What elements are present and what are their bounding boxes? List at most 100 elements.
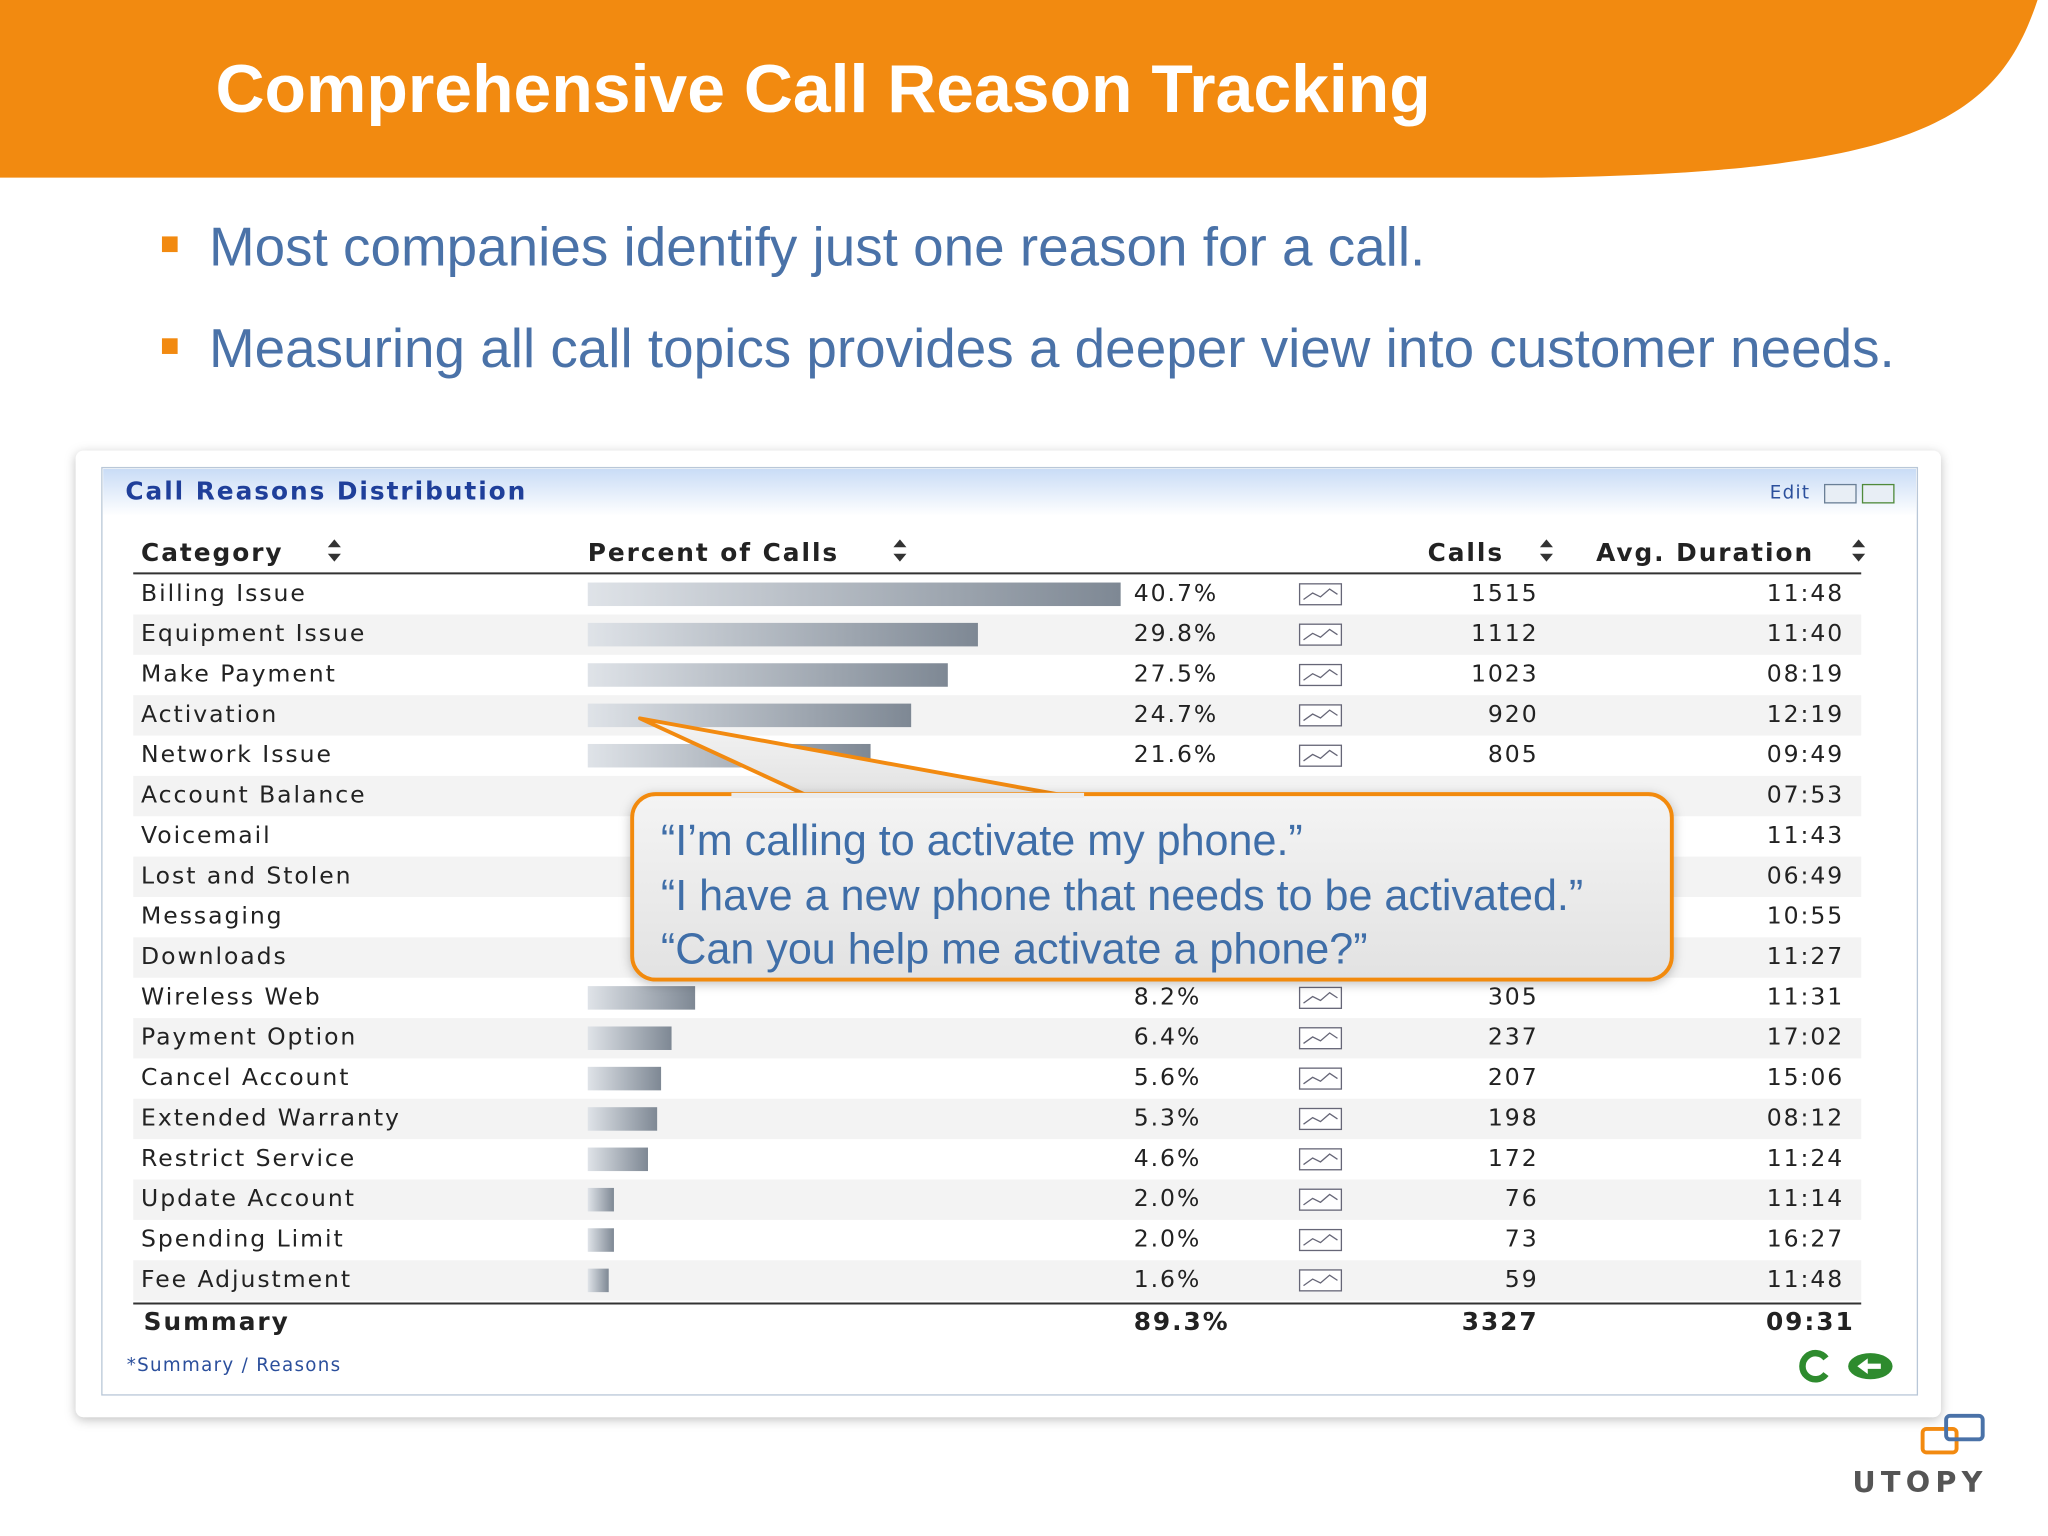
summary-percent: 89.3%: [1134, 1307, 1230, 1336]
category: Wireless Web: [141, 982, 322, 1010]
trend-icon[interactable]: [1298, 1148, 1343, 1171]
category: Cancel Account: [141, 1063, 350, 1091]
calls: 237: [1488, 1023, 1539, 1051]
trend-icon-line: [1303, 628, 1338, 641]
trend-icon-frame: [1298, 1067, 1343, 1090]
percent-label: 21.6%: [1134, 740, 1218, 768]
summary-calls: 3327: [1462, 1307, 1539, 1336]
trend-icon-frame: [1298, 744, 1343, 767]
row-stripe: [133, 1179, 1862, 1220]
trend-icon-line: [1303, 1274, 1338, 1287]
category: Extended Warranty: [141, 1103, 401, 1131]
close-button[interactable]: [1861, 483, 1895, 504]
trend-icon[interactable]: [1298, 623, 1343, 646]
percent-bar: [587, 986, 696, 1010]
trend-icon[interactable]: [1298, 744, 1343, 767]
trend-icon-frame: [1298, 986, 1343, 1009]
trend-icon-frame: [1298, 1107, 1343, 1131]
back-button[interactable]: [1848, 1353, 1893, 1380]
trend-icon-frame: [1298, 583, 1343, 606]
summary-label: Summary: [144, 1307, 290, 1336]
trend-icon-frame: [1298, 704, 1343, 727]
callout: “I’m calling to activate my phone.” “I h…: [630, 716, 1674, 982]
logo-text: UTOPY: [1852, 1465, 1987, 1499]
trend-icon[interactable]: [1298, 663, 1343, 687]
trend-icon-line: [1303, 709, 1338, 722]
percent-label: 24.7%: [1134, 700, 1218, 728]
calls: 920: [1488, 700, 1539, 728]
trend-icon-frame: [1298, 1269, 1343, 1292]
trend-icon-frame: [1298, 623, 1343, 646]
percent-bar: [587, 1228, 614, 1252]
header-band: [0, 0, 2038, 178]
calls: 59: [1505, 1265, 1539, 1293]
duration: 10:55: [1767, 902, 1845, 930]
duration: 07:53: [1767, 781, 1845, 809]
trend-icon[interactable]: [1298, 1067, 1343, 1090]
slide-title: Comprehensive Call Reason Tracking: [216, 52, 1431, 127]
percent-label: 2.0%: [1134, 1184, 1202, 1212]
category: Voicemail: [141, 821, 272, 849]
callout-line: “I have a new phone that needs to be act…: [661, 872, 1583, 920]
percent-label: 8.2%: [1134, 982, 1202, 1010]
duration: 08:19: [1767, 660, 1845, 688]
percent-label: 40.7%: [1134, 579, 1218, 607]
row-stripe: [133, 1098, 1862, 1140]
row-stripe: [133, 1018, 1862, 1059]
trend-icon[interactable]: [1298, 1107, 1343, 1131]
calls: 73: [1505, 1225, 1539, 1253]
trend-icon-line: [1303, 1112, 1338, 1125]
column-header[interactable]: Category: [141, 538, 283, 567]
trend-icon[interactable]: [1298, 1269, 1343, 1292]
trend-icon[interactable]: [1298, 1027, 1343, 1050]
percent-label: 29.8%: [1134, 619, 1218, 647]
column-header[interactable]: Calls: [1428, 538, 1505, 567]
trend-icon[interactable]: [1298, 986, 1343, 1009]
callout-line: “Can you help me activate a phone?”: [661, 926, 1368, 974]
category: Account Balance: [141, 781, 366, 809]
trend-icon-line: [1303, 1153, 1338, 1166]
bullet-text: Measuring all call topics provides a dee…: [209, 317, 1895, 379]
edit-link[interactable]: Edit: [1770, 483, 1811, 504]
calls: 305: [1488, 982, 1539, 1010]
widget-title: Call Reasons Distribution: [125, 476, 527, 505]
percent-bar: [587, 1026, 672, 1050]
duration: 11:31: [1767, 982, 1845, 1010]
calls: 76: [1505, 1184, 1539, 1212]
widget-header: [103, 468, 1917, 516]
duration: 16:27: [1767, 1225, 1845, 1253]
category: Network Issue: [141, 740, 333, 768]
bullet-text: Most companies identify just one reason …: [209, 215, 1425, 277]
duration: 11:24: [1767, 1144, 1845, 1172]
trend-icon[interactable]: [1298, 583, 1343, 606]
footer-link[interactable]: *Summary / Reasons: [127, 1355, 342, 1376]
column-header[interactable]: Avg. Duration: [1596, 538, 1814, 567]
refresh-button[interactable]: [1799, 1349, 1829, 1383]
column-header[interactable]: Percent of Calls: [588, 538, 839, 567]
percent-bar: [587, 1066, 662, 1091]
trend-icon[interactable]: [1298, 1228, 1343, 1252]
trend-icon-line: [1303, 749, 1338, 762]
category: Messaging: [141, 902, 284, 930]
category: Update Account: [141, 1184, 356, 1212]
calls: 198: [1488, 1103, 1539, 1131]
duration: 15:06: [1767, 1063, 1845, 1091]
duration: 12:19: [1767, 700, 1845, 728]
percent-bar: [587, 703, 912, 728]
trend-icon-line: [1303, 1072, 1338, 1085]
category: Fee Adjustment: [141, 1265, 352, 1293]
trend-icon-line: [1303, 1233, 1338, 1246]
trend-icon-line: [1303, 668, 1338, 681]
duration: 11:43: [1767, 821, 1845, 849]
category: Downloads: [141, 942, 288, 970]
category: Lost and Stolen: [141, 861, 352, 889]
trend-icon[interactable]: [1298, 1188, 1343, 1211]
callout-line: “I’m calling to activate my phone.”: [661, 817, 1303, 865]
percent-bar: [587, 582, 1121, 607]
duration: 11:40: [1767, 619, 1845, 647]
minimize-button[interactable]: [1824, 483, 1857, 504]
bullet-marker: [161, 338, 178, 354]
trend-icon-line: [1303, 991, 1338, 1004]
trend-icon[interactable]: [1298, 704, 1343, 727]
